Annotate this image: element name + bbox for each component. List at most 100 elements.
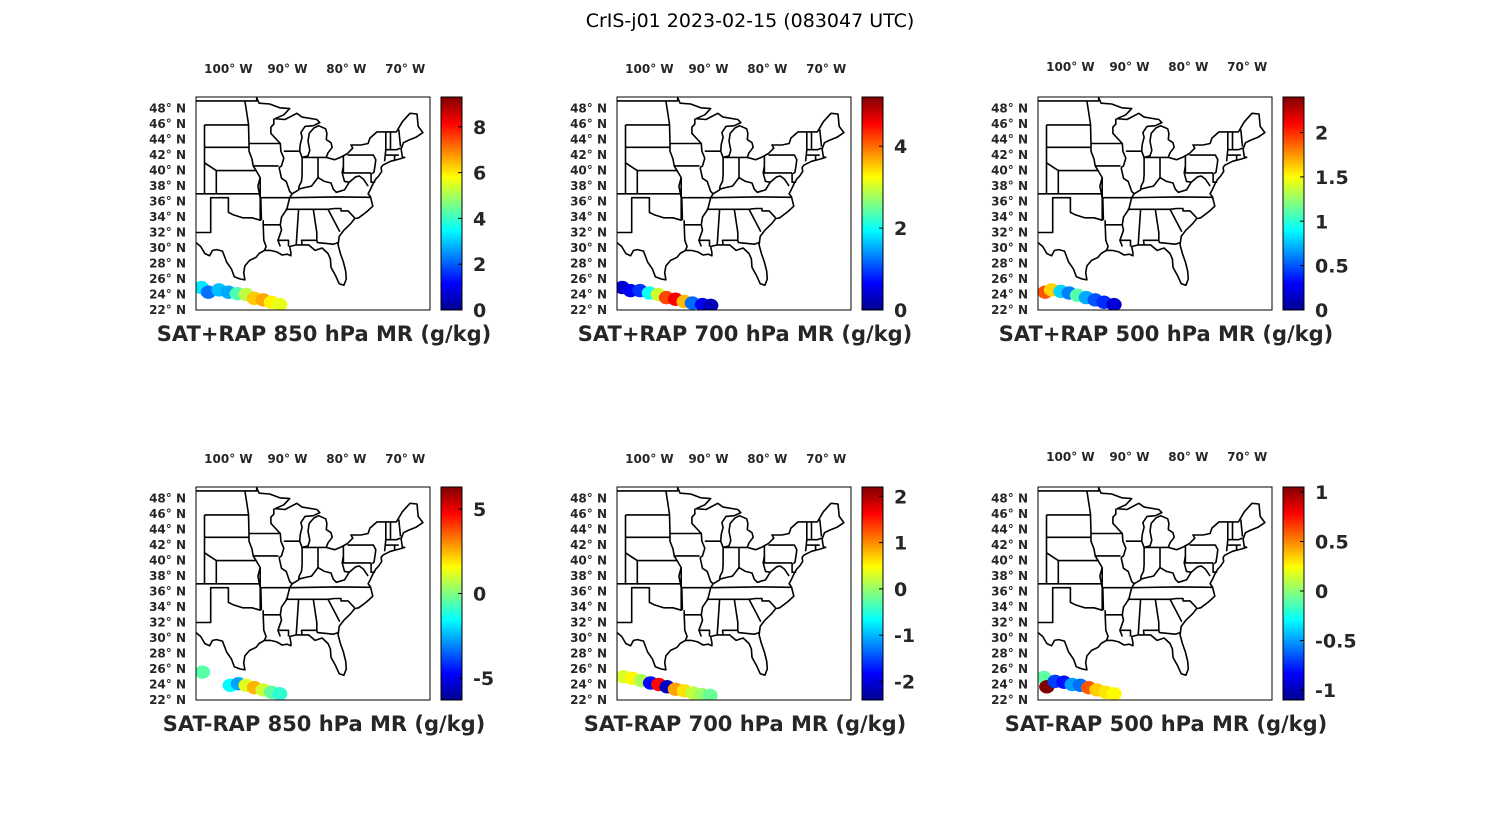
state-boundary <box>625 552 639 584</box>
state-boundary <box>1183 555 1192 573</box>
lat-tick-label: 22° N <box>570 303 607 317</box>
state-outlines <box>196 487 424 676</box>
colorbar-ramp <box>1282 486 1305 701</box>
colorbar-tick-label: 0 <box>473 584 486 606</box>
lat-tick-label: 32° N <box>991 226 1028 240</box>
state-boundary <box>683 224 688 251</box>
map-panel: 100° W 90° W 80° W 70° W 48° N46° N 44° N42° … <box>570 62 912 346</box>
state-boundary <box>277 557 293 637</box>
lat-tick-label: 28° N <box>149 257 186 271</box>
state-boundary <box>289 196 371 199</box>
lat-tick-label: 36° N <box>570 195 607 209</box>
state-boundary <box>1038 567 1103 624</box>
lat-tick-label: 30° N <box>570 631 607 645</box>
map-frame <box>195 486 431 701</box>
colorbar-ramp <box>1282 96 1305 311</box>
lat-tick-label: 26° N <box>149 662 186 676</box>
state-boundary <box>196 567 261 624</box>
state-boundary <box>625 162 639 194</box>
state-boundary <box>1189 154 1219 175</box>
colorbar-tick-label: 1 <box>1315 482 1328 504</box>
colorbar-tick-label: 2 <box>473 254 486 276</box>
state-boundary <box>1133 157 1145 195</box>
lat-tick-label: 40° N <box>570 164 607 178</box>
swath-points <box>617 280 719 310</box>
state-boundary <box>1240 519 1244 537</box>
state-boundary <box>385 537 401 541</box>
map-panel: 100° W 90° W 80° W 70° W 48° N46° N 44° N42° … <box>991 60 1349 346</box>
lon-tick-label: 70° W <box>1227 60 1267 74</box>
lat-tick-label: 46° N <box>991 507 1028 521</box>
lon-tick-label: 90° W <box>1109 450 1149 464</box>
panel-title: SAT-RAP 850 hPa MR (g/kg) <box>163 712 486 736</box>
state-boundary <box>249 532 285 559</box>
state-boundary <box>1227 147 1243 151</box>
state-boundary <box>1086 490 1103 588</box>
lat-tick-label: 40° N <box>991 554 1028 568</box>
state-boundary <box>719 598 739 636</box>
swath-points <box>617 670 718 700</box>
lat-tick-label: 36° N <box>149 585 186 599</box>
lat-tick-label: 44° N <box>149 133 186 147</box>
state-boundary <box>1104 224 1109 251</box>
state-boundary <box>262 610 281 616</box>
swath-points <box>1038 670 1122 700</box>
swath-point <box>271 687 288 700</box>
colorbar: 0 2 4 6 8 <box>440 96 486 322</box>
lat-tick-label: 44° N <box>570 133 607 147</box>
lat-tick-label: 42° N <box>149 538 186 552</box>
state-boundary <box>670 532 706 559</box>
state-boundary <box>1212 562 1218 573</box>
lon-tick-label: 80° W <box>326 452 366 466</box>
state-boundary <box>712 157 724 195</box>
state-boundary <box>665 490 682 588</box>
state-boundary <box>1184 545 1214 564</box>
state-boundary <box>298 175 369 194</box>
lat-tick-label: 38° N <box>149 179 186 193</box>
state-boundary <box>698 629 711 637</box>
state-boundary <box>370 172 376 183</box>
colorbar-tick-label: 0 <box>1315 300 1328 322</box>
state-boundary <box>383 521 387 552</box>
panel-title: SAT+RAP 700 hPa MR (g/kg) <box>578 322 912 346</box>
state-boundary <box>298 598 318 636</box>
state-boundary <box>316 630 339 635</box>
lat-tick-label: 38° N <box>570 179 607 193</box>
state-boundary <box>737 630 760 635</box>
state-boundary <box>1131 196 1213 199</box>
state-boundary <box>719 175 790 194</box>
lat-tick-label: 46° N <box>149 507 186 521</box>
lat-tick-label: 42° N <box>570 148 607 162</box>
panel-title: SAT+RAP 500 hPa MR (g/kg) <box>999 322 1333 346</box>
state-boundary <box>196 487 424 676</box>
state-boundary <box>1158 630 1181 635</box>
lat-tick-label: 24° N <box>149 678 186 692</box>
state-boundary <box>316 240 339 245</box>
state-boundary <box>1140 208 1160 246</box>
state-boundary <box>762 165 771 183</box>
colorbar: -2 -1 0 1 2 <box>861 486 915 701</box>
lat-tick-label: 48° N <box>991 102 1028 116</box>
swath-point <box>702 688 718 700</box>
lat-tick-label: 24° N <box>991 288 1028 302</box>
state-boundary <box>617 177 682 234</box>
lat-tick-label: 32° N <box>149 226 186 240</box>
lon-tick-label: 80° W <box>747 452 787 466</box>
state-boundary <box>1112 508 1123 535</box>
colorbar: 0 0.5 1 1.5 2 <box>1282 96 1349 322</box>
lat-tick-label: 34° N <box>149 210 186 224</box>
state-boundary <box>295 209 300 245</box>
state-boundary <box>341 165 350 183</box>
state-boundary <box>1091 532 1127 559</box>
lat-tick-label: 34° N <box>570 600 607 614</box>
lat-tick-label: 28° N <box>570 647 607 661</box>
lat-tick-label: 38° N <box>149 569 186 583</box>
colorbar: -1 -0.5 0 0.5 1 <box>1282 482 1357 702</box>
lat-tick-label: 22° N <box>570 693 607 707</box>
colorbar-tick-label: 8 <box>473 117 486 139</box>
colorbar-tick-label: 1.5 <box>1315 167 1349 189</box>
state-boundary <box>383 131 387 162</box>
swath-point <box>1106 687 1122 700</box>
lat-tick-label: 48° N <box>991 492 1028 506</box>
